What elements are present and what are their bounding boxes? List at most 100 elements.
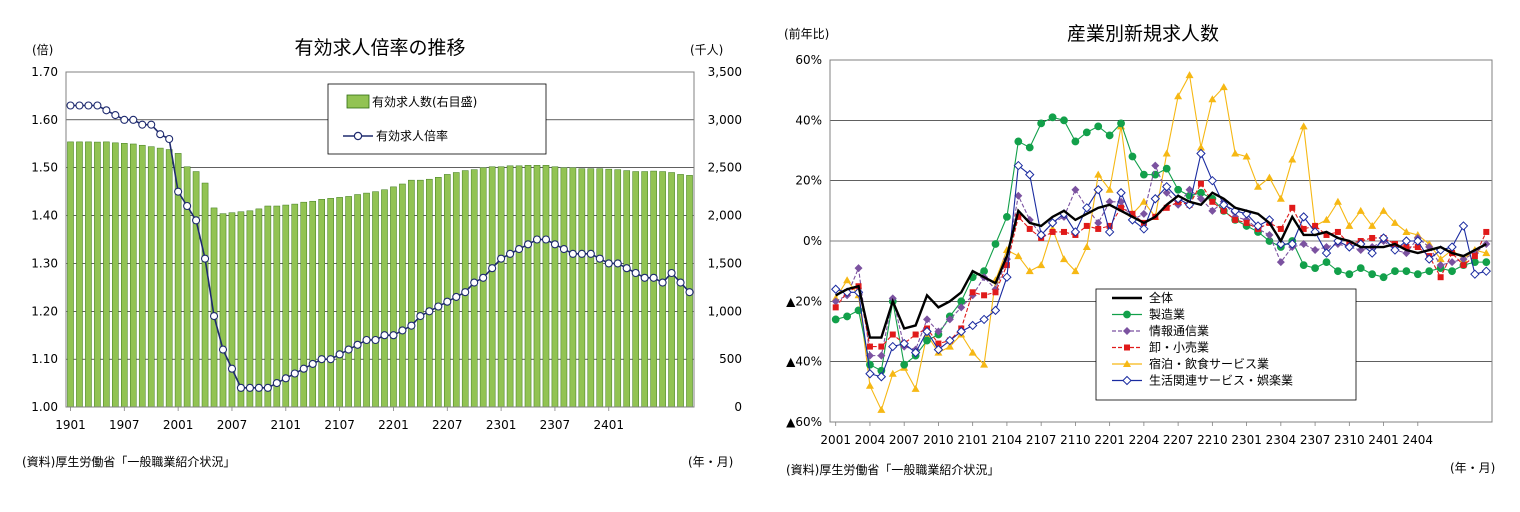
ratio-point (209, 312, 219, 321)
ratio-point (254, 383, 263, 392)
left-source: (資料)厚生労働省「一般職業紹介状況」 (22, 454, 235, 469)
series-point (1208, 206, 1217, 215)
series-point (1356, 264, 1365, 273)
ratio-point (290, 369, 299, 378)
ratio-point (515, 245, 524, 254)
job-openings-bar (246, 210, 254, 408)
series-point (1402, 227, 1411, 235)
job-openings-bar (587, 168, 595, 408)
right-source: (資料)厚生労働省「一般職業紹介状況」 (786, 462, 999, 477)
job-openings-bar (156, 147, 164, 408)
job-openings-bar (354, 194, 361, 408)
series-point (1345, 270, 1354, 279)
job-openings-bar (219, 213, 227, 408)
series-point (1220, 207, 1227, 214)
series-point (1369, 234, 1376, 241)
series-point (1298, 212, 1309, 222)
series-point (1139, 170, 1148, 179)
left-x-tick-label: 2201 (378, 418, 409, 432)
series-point (1002, 272, 1012, 282)
series-point (1037, 119, 1046, 128)
right-x-tick-label: 2304 (1266, 433, 1297, 447)
job-openings-bar (408, 179, 415, 408)
series-point (1037, 261, 1046, 269)
ratio-point (622, 264, 631, 273)
series-point (1344, 242, 1355, 252)
series-line (835, 163, 1487, 357)
ratio-point (84, 101, 93, 110)
series-point (1299, 122, 1308, 130)
job-openings-bar (677, 174, 684, 408)
right-x-tick-label: 2007 (889, 433, 920, 447)
series-point (1162, 149, 1171, 157)
job-openings-bar (560, 167, 568, 408)
left-legend: 有効求人数(右目盛) 有効求人倍率 (327, 83, 547, 155)
series-point (1356, 206, 1365, 214)
ratio-point (586, 249, 595, 258)
series-point (1413, 236, 1423, 246)
series-point (1025, 169, 1035, 180)
ratio-point (174, 187, 183, 196)
series-point (1163, 204, 1170, 211)
right-x-tick-label: 2301 (1231, 433, 1262, 447)
ratio-point (380, 331, 389, 340)
ratio-point (371, 335, 380, 345)
series-point (866, 360, 874, 369)
series-point (992, 289, 999, 296)
ratio-point (66, 101, 75, 110)
series-point (1117, 119, 1125, 128)
series-point (1265, 173, 1274, 181)
series-point (1390, 218, 1399, 226)
series-point (1265, 230, 1274, 239)
series-point (1105, 197, 1114, 206)
series-point (1071, 137, 1080, 146)
job-openings-bar (147, 146, 155, 408)
right-y-tick-label: 3,500 (708, 65, 742, 79)
ratio-point (488, 264, 497, 273)
left-x-tick-label: 1901 (55, 418, 86, 432)
right-y-tick-label: 40% (795, 113, 822, 127)
ratio-point (93, 101, 102, 110)
series-point (991, 240, 1000, 248)
series-point (1254, 182, 1263, 190)
series-point (1481, 266, 1492, 276)
ratio-point (156, 130, 165, 139)
legend-marker (1123, 360, 1131, 367)
ratio-point (192, 216, 201, 225)
series-point (854, 306, 863, 315)
series-point (1243, 219, 1250, 226)
series-point (1013, 160, 1024, 171)
ratio-point (236, 383, 245, 392)
series-point (830, 284, 841, 294)
job-openings-bar (372, 191, 379, 408)
job-openings-bar (255, 208, 263, 408)
legend-label: 卸・小売業 (1149, 340, 1209, 355)
right-x-tick-label: 2201 (1094, 433, 1125, 447)
ratio-point (631, 268, 640, 278)
series-point (945, 315, 954, 324)
right-chart-title: 産業別新規求人数 (1067, 23, 1219, 45)
job-openings-bar (650, 170, 657, 408)
series-point (1436, 261, 1445, 270)
series-point (1095, 225, 1102, 232)
series-point (1105, 185, 1114, 193)
series-point (1242, 152, 1251, 160)
ratio-point (165, 134, 174, 144)
right-x-tick-label: 2207 (1163, 433, 1194, 447)
job-openings-bar (488, 166, 496, 408)
ratio-point (308, 359, 317, 368)
left-x-tick-label: 2307 (540, 418, 571, 432)
right-y-ticks: 0 500 1,000 1,500 2,000 2,500 3,000 3,500 (708, 65, 742, 414)
series-point (1071, 267, 1080, 275)
series-point (1048, 113, 1057, 122)
right-x-tick-label: 2010 (923, 433, 954, 447)
ratio-point (523, 240, 533, 249)
job-openings-bar (103, 141, 110, 408)
left-y-tick-label: 1.10 (31, 352, 58, 366)
job-openings-bar (76, 141, 83, 408)
series-point (1094, 170, 1103, 178)
job-openings-bar (273, 205, 281, 408)
series-point (1299, 240, 1308, 249)
right-y-tick-label: 2,500 (708, 161, 742, 175)
ratio-point (676, 278, 685, 287)
